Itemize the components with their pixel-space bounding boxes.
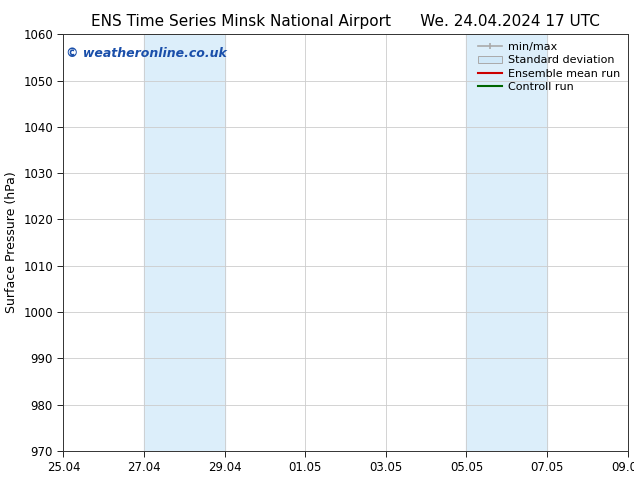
Bar [467,34,547,451]
Title: ENS Time Series Minsk National Airport      We. 24.04.2024 17 UTC: ENS Time Series Minsk National Airport W… [91,14,600,29]
Bar [144,34,224,451]
Legend: min/max, Standard deviation, Ensemble mean run, Controll run: min/max, Standard deviation, Ensemble me… [473,38,624,97]
Text: © weatheronline.co.uk: © weatheronline.co.uk [66,47,227,60]
Y-axis label: Surface Pressure (hPa): Surface Pressure (hPa) [4,172,18,314]
